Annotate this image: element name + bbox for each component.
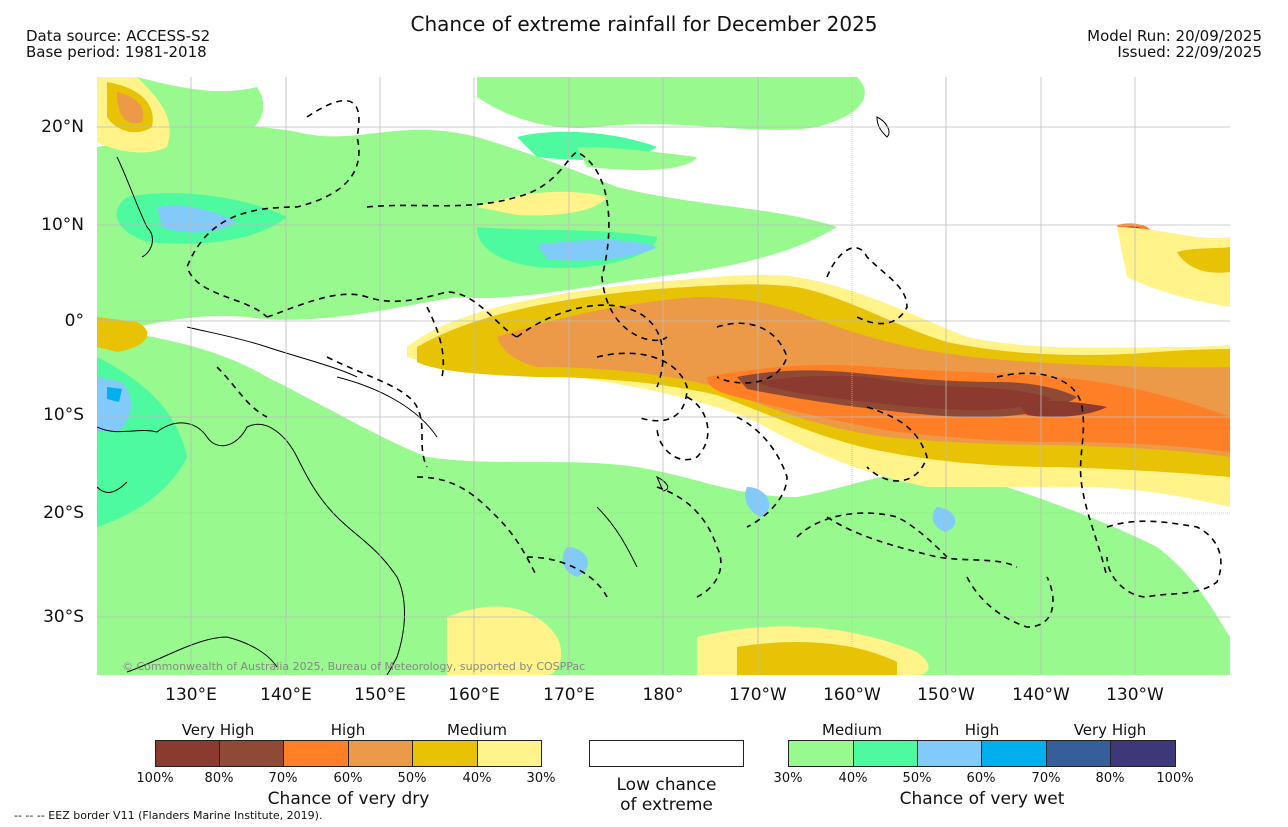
legend-tick: 70% — [268, 771, 298, 786]
lon-label: 130°W — [1106, 685, 1164, 705]
legend-category: Medium — [447, 721, 507, 739]
low-chance-swatch — [589, 740, 744, 767]
low-chance-line2: of extreme — [620, 795, 713, 815]
legend-category: High — [330, 721, 366, 739]
lon-label: 140°W — [1012, 685, 1070, 705]
legend-swatch — [788, 740, 854, 767]
legend-swatch — [1046, 740, 1111, 767]
legend-swatch — [477, 740, 542, 767]
legend-tick: 50% — [397, 771, 427, 786]
lon-label: 160°E — [448, 685, 500, 705]
data-info: Data source: ACCESS-S2 Base period: 1981… — [26, 28, 210, 60]
eez-footnote: -- -- -- EEZ border V11 (Flanders Marine… — [14, 809, 323, 822]
legend-swatch — [412, 740, 478, 767]
legend-tick: 30% — [773, 771, 803, 786]
lon-label: 170°E — [543, 685, 595, 705]
legend-tick: 70% — [1031, 771, 1061, 786]
legend-tick: 30% — [526, 771, 556, 786]
legend-swatch — [853, 740, 918, 767]
legend-tick: 60% — [333, 771, 363, 786]
lon-label: 140°E — [260, 685, 312, 705]
legend-category: Very High — [181, 721, 255, 739]
lon-label: 150°E — [354, 685, 406, 705]
model-run: Model Run: 20/09/2025 — [1087, 27, 1262, 45]
run-info: Model Run: 20/09/2025 Issued: 22/09/2025 — [1087, 28, 1262, 60]
legend-tick: 60% — [966, 771, 996, 786]
legend-tick: 100% — [136, 771, 174, 786]
lon-label: 130°E — [165, 685, 217, 705]
legend-tick: 40% — [462, 771, 492, 786]
dry-legend-caption: Chance of very dry — [267, 789, 430, 809]
lon-label: 150°W — [917, 685, 975, 705]
legend-swatch — [348, 740, 413, 767]
gridlines — [97, 77, 1230, 675]
lat-label: 30°S — [43, 607, 84, 627]
low-chance-line1: Low chance — [616, 775, 717, 795]
issued-date: Issued: 22/09/2025 — [1117, 43, 1262, 61]
legend-tick: 40% — [838, 771, 868, 786]
wet-legend-caption: Chance of very wet — [899, 789, 1065, 809]
legend-tick: 80% — [204, 771, 234, 786]
lon-label: 170°W — [729, 685, 787, 705]
lon-label: 160°W — [823, 685, 881, 705]
legend-swatch — [283, 740, 349, 767]
copyright-notice: © Commonwealth of Australia 2025, Bureau… — [122, 660, 586, 673]
legend-tick: 50% — [902, 771, 932, 786]
legend-tick: 80% — [1095, 771, 1125, 786]
data-source: Data source: ACCESS-S2 — [26, 27, 211, 45]
lat-label: 10°S — [43, 405, 84, 425]
legend-swatch — [155, 740, 220, 767]
low-chance-label: Low chance of extreme — [589, 775, 744, 815]
eez-borders — [186, 99, 1222, 628]
lat-label: 10°N — [41, 215, 84, 235]
lat-label: 0° — [64, 311, 84, 331]
legend-tick: 100% — [1156, 771, 1194, 786]
lat-label: 20°S — [43, 503, 84, 523]
legend-category: Very High — [1073, 721, 1147, 739]
map-title: Chance of extreme rainfall for December … — [410, 12, 878, 36]
legend-category: High — [964, 721, 1000, 739]
lon-label: 180° — [642, 685, 684, 705]
lat-label: 20°N — [41, 117, 84, 137]
legend-category: Medium — [822, 721, 882, 739]
base-period: Base period: 1981-2018 — [26, 43, 207, 61]
legend-swatch — [917, 740, 982, 767]
legend-swatch — [1110, 740, 1176, 767]
coastlines — [97, 116, 890, 675]
legend-swatch — [981, 740, 1047, 767]
rainfall-map — [97, 77, 1230, 675]
legend-swatch — [219, 740, 284, 767]
